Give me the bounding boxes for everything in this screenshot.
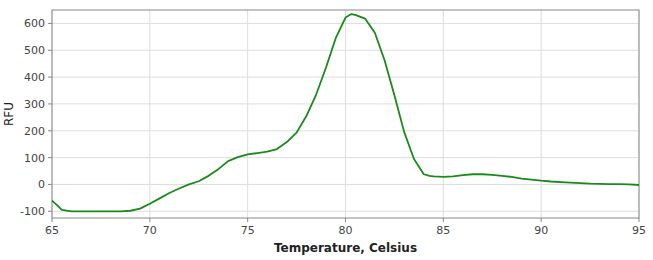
y-tick: [48, 103, 52, 104]
x-tick: [345, 218, 346, 222]
plot-frame: [52, 10, 639, 218]
x-tick: [639, 218, 640, 222]
plot-area: [52, 10, 639, 218]
y-tick-label: -100: [20, 205, 45, 218]
x-tick: [443, 218, 444, 222]
x-tick: [52, 218, 53, 222]
y-tick: [48, 77, 52, 78]
x-tick: [541, 218, 542, 222]
chart: 65 70 75 80 85 90 95 -100 0 100 200 300 400 500 600 Tem…: [0, 0, 653, 260]
y-grid-line: [52, 184, 639, 185]
y-tick-label: 0: [38, 178, 45, 191]
y-tick: [48, 157, 52, 158]
y-grid-line: [52, 130, 639, 131]
x-tick: [149, 218, 150, 222]
y-grid-line: [52, 211, 639, 212]
y-grid-line: [52, 50, 639, 51]
y-tick: [48, 184, 52, 185]
y-tick-label: 200: [24, 125, 45, 138]
y-tick: [48, 130, 52, 131]
x-tick-label: 90: [534, 224, 548, 237]
y-tick-label: 300: [24, 98, 45, 111]
x-tick: [247, 218, 248, 222]
y-tick-label: 600: [24, 17, 45, 30]
y-grid-line: [52, 103, 639, 104]
y-tick-label: 400: [24, 71, 45, 84]
x-tick-label: 85: [436, 224, 450, 237]
x-axis-label: Temperature, Celsius: [274, 241, 417, 255]
y-tick: [48, 50, 52, 51]
y-grid-line: [52, 157, 639, 158]
y-axis-label: RFU: [2, 102, 16, 126]
x-tick-label: 80: [339, 224, 353, 237]
x-grid-line: [541, 10, 542, 218]
x-tick-label: 75: [241, 224, 255, 237]
x-grid-line: [149, 10, 150, 218]
x-tick-label: 70: [143, 224, 157, 237]
x-grid-line: [443, 10, 444, 218]
x-tick-label: 65: [45, 224, 59, 237]
y-grid-line: [52, 77, 639, 78]
y-tick: [48, 23, 52, 24]
y-grid-line: [52, 23, 639, 24]
x-tick-label: 95: [632, 224, 646, 237]
x-grid-line: [247, 10, 248, 218]
x-grid-line: [345, 10, 346, 218]
y-tick-label: 100: [24, 152, 45, 165]
grid: [52, 10, 639, 218]
series-group: [52, 14, 639, 211]
y-tick-label: 500: [24, 44, 45, 57]
y-tick: [48, 211, 52, 212]
curve: [52, 14, 639, 211]
